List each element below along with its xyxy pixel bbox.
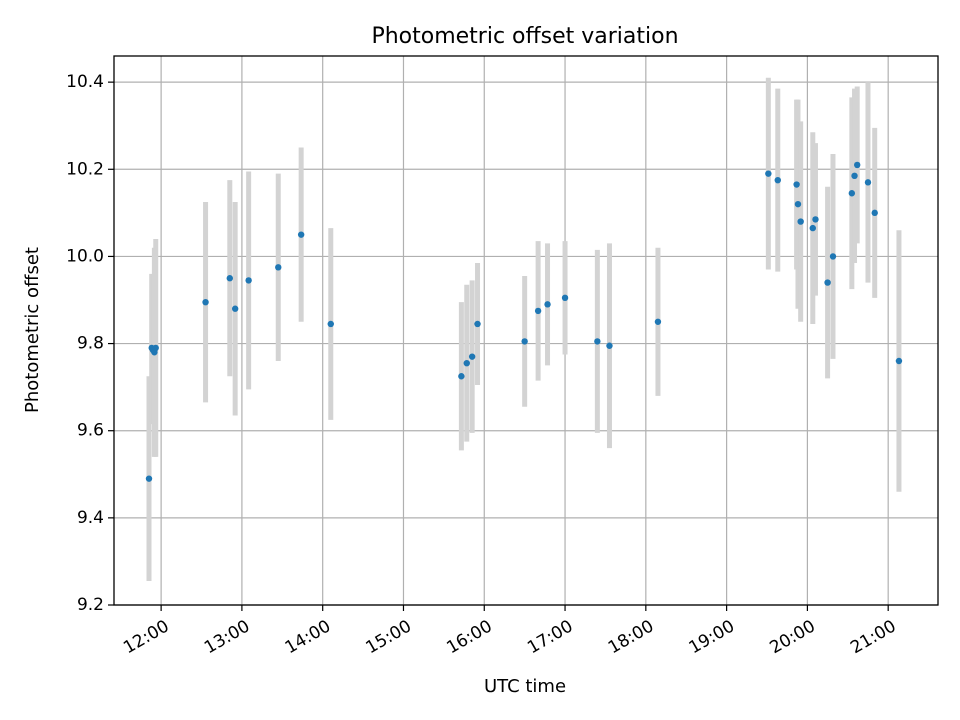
data-point xyxy=(231,305,239,312)
data-point xyxy=(594,338,601,345)
data-point xyxy=(327,320,334,328)
data-point xyxy=(458,373,465,380)
data-point xyxy=(152,344,159,352)
y-tick-label: 10.4 xyxy=(66,72,104,92)
y-tick-label: 9.6 xyxy=(77,421,104,441)
data-point xyxy=(521,338,528,345)
data-point xyxy=(864,179,872,186)
data-point xyxy=(774,176,781,184)
data-point xyxy=(534,307,542,315)
data-point xyxy=(226,275,233,282)
y-axis-ticks: 9.2 9.4 9.6 9.8 10.0 10.2 10.4 xyxy=(66,72,114,615)
y-tick-label: 9.8 xyxy=(77,334,104,354)
data-point xyxy=(765,170,772,177)
data-point xyxy=(848,190,856,197)
data-point xyxy=(797,218,804,225)
data-point xyxy=(275,264,282,271)
data-point xyxy=(297,231,305,238)
data-point xyxy=(145,475,153,482)
data-point xyxy=(793,181,800,188)
data-point xyxy=(561,294,569,302)
chart-title: Photometric offset variation xyxy=(371,24,678,49)
data-points xyxy=(145,161,903,482)
data-point xyxy=(854,161,861,169)
data-point xyxy=(851,172,858,180)
y-tick-label: 10.2 xyxy=(66,159,104,179)
data-point xyxy=(544,301,551,308)
data-point xyxy=(895,357,903,365)
data-point xyxy=(468,353,476,360)
y-tick-label: 9.2 xyxy=(77,595,104,615)
data-point xyxy=(606,342,613,349)
data-point xyxy=(812,216,819,223)
data-point xyxy=(871,209,878,217)
data-point xyxy=(245,277,252,284)
plot-frame xyxy=(113,55,939,606)
data-point xyxy=(654,318,662,325)
data-point xyxy=(794,200,802,208)
y-tick-label: 9.4 xyxy=(77,508,104,528)
x-axis-label: UTC time xyxy=(484,676,566,697)
data-point xyxy=(202,298,209,306)
data-point xyxy=(809,224,816,232)
data-point xyxy=(463,359,470,367)
data-point xyxy=(474,320,481,328)
y-axis-label: Photometric offset xyxy=(22,247,43,413)
data-point xyxy=(829,253,837,260)
data-point xyxy=(824,279,831,286)
y-tick-label: 10.0 xyxy=(66,246,104,266)
